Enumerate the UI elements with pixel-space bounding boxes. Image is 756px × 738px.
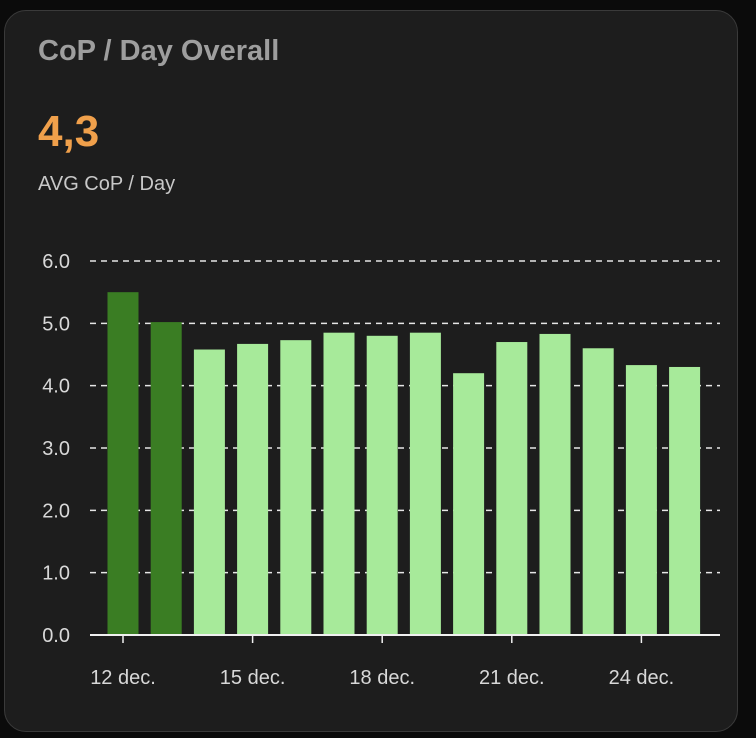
bar-18-dec: [366, 335, 398, 635]
x-tick-label: 21 dec.: [479, 667, 545, 689]
y-tick-label: 4.0: [42, 376, 70, 398]
bar-22-dec: [539, 333, 571, 635]
bar-13-dec: [150, 322, 182, 635]
x-tick-label: 24 dec.: [609, 667, 675, 689]
x-tick-label: 18 dec.: [349, 667, 415, 689]
bar-25-dec: [669, 366, 701, 635]
y-tick-label: 3.0: [42, 438, 70, 460]
avg-cop-label: AVG CoP / Day: [38, 173, 176, 195]
x-tick-label: 12 dec.: [90, 667, 156, 689]
y-tick-label: 1.0: [42, 563, 70, 585]
card-title: CoP / Day Overall: [38, 35, 280, 67]
bar-21-dec: [496, 342, 528, 635]
x-tick-label: 15 dec.: [220, 667, 286, 689]
y-tick-label: 2.0: [42, 500, 70, 522]
bar-15-dec: [237, 343, 269, 635]
bar-19-dec: [409, 332, 441, 635]
bar-24-dec: [625, 365, 657, 635]
avg-cop-value: 4,3: [38, 107, 100, 156]
bar-17-dec: [323, 332, 355, 635]
y-tick-label: 0.0: [42, 625, 70, 647]
y-tick-label: 6.0: [42, 251, 70, 273]
y-tick-label: 5.0: [42, 313, 70, 335]
bar-20-dec: [453, 373, 485, 635]
bar-16-dec: [280, 340, 312, 635]
bar-12-dec: [107, 292, 139, 635]
bar-23-dec: [582, 348, 614, 635]
bar-14-dec: [193, 349, 225, 635]
